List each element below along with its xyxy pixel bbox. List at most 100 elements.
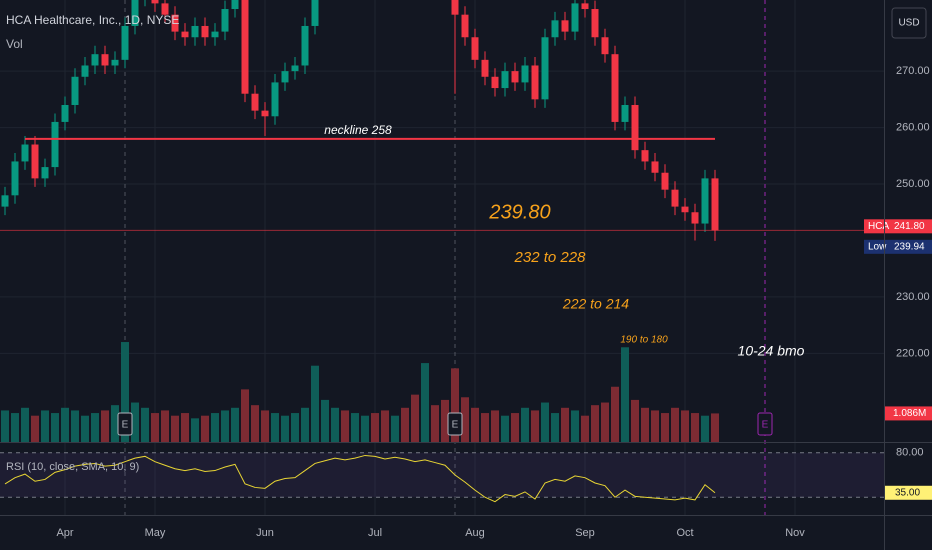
candle-body	[641, 150, 649, 162]
candle-body	[241, 0, 249, 94]
volume-bar	[101, 410, 109, 442]
annotation: 10-24 bmo	[738, 343, 805, 359]
volume-bar	[701, 415, 709, 442]
candle-body	[621, 104, 629, 122]
volume-bar	[481, 413, 489, 442]
rsi-pane	[0, 452, 884, 503]
y-tick-label: 220.00	[896, 347, 930, 359]
volume-bar	[501, 415, 509, 442]
volume-bar	[331, 407, 339, 442]
candle-body	[671, 189, 679, 207]
volume-bar	[261, 410, 269, 442]
candle-body	[71, 76, 79, 105]
candle-body	[691, 212, 699, 224]
candle-body	[601, 37, 609, 55]
volume-bar	[121, 342, 129, 442]
volume-bar	[461, 397, 469, 442]
volume-bar	[641, 407, 649, 442]
volume-bar	[341, 410, 349, 442]
earnings-badge[interactable]	[447, 412, 463, 436]
volume-bar	[351, 413, 359, 442]
volume-bar	[651, 410, 659, 442]
y-tick-label: 260.00	[896, 121, 930, 133]
volume-bar	[531, 410, 539, 442]
volume-bar	[81, 415, 89, 442]
earnings-label: E	[762, 420, 769, 431]
candle-body	[1, 195, 9, 207]
candle-body	[91, 54, 99, 66]
price-tag-name: Low	[868, 241, 887, 252]
volume-tag	[885, 406, 932, 421]
candle-body	[311, 0, 319, 26]
candle-body	[171, 14, 179, 32]
volume-bar	[221, 410, 229, 442]
rsi-line	[4, 454, 716, 503]
rsi-tag-label: 35.00	[895, 487, 920, 498]
volume-bar	[161, 410, 169, 442]
volume-bar	[51, 413, 59, 442]
candle-body	[291, 65, 299, 72]
volume-bar	[281, 415, 289, 442]
volume-bar	[31, 415, 39, 442]
annotation: 190 to 180	[620, 335, 668, 346]
candle-body	[231, 0, 239, 10]
volume-bar	[401, 407, 409, 442]
grid	[0, 0, 884, 515]
volume-bar	[251, 405, 259, 442]
volume-bar	[611, 386, 619, 442]
volume-tag-label: 1.086M	[893, 408, 926, 419]
candle-body	[451, 0, 459, 15]
volume-bar	[431, 405, 439, 442]
candle-body	[81, 65, 89, 77]
candle-body	[221, 9, 229, 32]
volume-bar	[21, 407, 29, 442]
price-tag	[864, 239, 932, 254]
candle-body	[571, 3, 579, 32]
x-tick-label: Jul	[368, 527, 382, 539]
volume-bar	[291, 413, 299, 442]
volume-bar	[551, 413, 559, 442]
volume-bar	[511, 413, 519, 442]
volume-bar	[471, 407, 479, 442]
candle-body	[21, 144, 29, 162]
candle-body	[111, 59, 119, 66]
candle-body	[201, 25, 209, 38]
volume-title: Vol	[6, 37, 23, 51]
candle-body	[631, 104, 639, 151]
candle-body	[151, 0, 159, 4]
currency[interactable]: USD	[898, 18, 919, 29]
volume-bar	[321, 399, 329, 442]
candle-body	[701, 178, 709, 224]
volume-bar	[141, 407, 149, 442]
candle-body	[471, 37, 479, 60]
volume-bar	[421, 363, 429, 442]
volume-bar	[711, 413, 719, 442]
candle-body	[651, 161, 659, 173]
candle-body	[121, 25, 129, 60]
volume-bar	[561, 407, 569, 442]
earnings-badge[interactable]	[117, 412, 133, 436]
volume-bar	[151, 413, 159, 442]
earnings-badge[interactable]	[757, 412, 773, 436]
candle-body	[511, 71, 519, 83]
x-tick-label: May	[145, 527, 166, 539]
candle-body	[261, 110, 269, 117]
volume-bar	[441, 399, 449, 442]
volume-bar	[91, 413, 99, 442]
volume-bar	[1, 410, 9, 442]
volume-bar	[301, 407, 309, 442]
currency-button[interactable]	[891, 7, 927, 39]
volume-bar	[691, 413, 699, 442]
annotation: 239.80	[488, 201, 550, 223]
volume-bar	[681, 410, 689, 442]
candle-body	[301, 25, 309, 66]
volume-bar	[231, 407, 239, 442]
volume-bar	[361, 415, 369, 442]
candle-body	[131, 0, 139, 26]
volume-bar	[311, 365, 319, 442]
candle-body	[211, 31, 219, 38]
volume-bar	[631, 399, 639, 442]
volume-bar	[591, 405, 599, 442]
volume-bar	[271, 413, 279, 442]
